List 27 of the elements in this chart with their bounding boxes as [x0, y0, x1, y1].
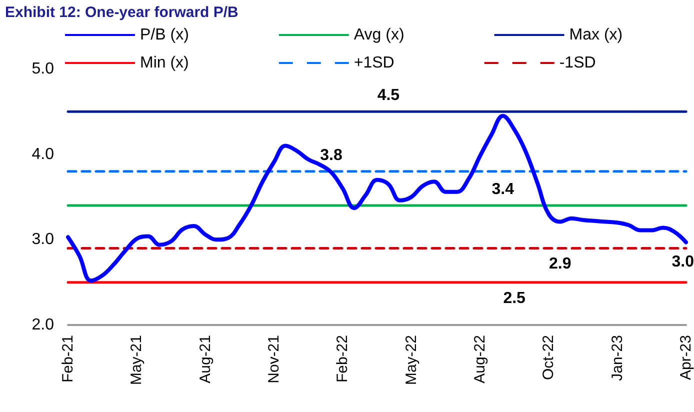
x-tick-label: May-22: [402, 335, 420, 386]
data-label: 2.5: [503, 290, 526, 307]
data-label: 3.4: [492, 181, 514, 198]
legend-label: +1SD: [354, 54, 394, 72]
x-tick-label: Nov-21: [266, 335, 282, 384]
x-tick-label: Apr-23: [678, 335, 694, 380]
data-label: 2.9: [548, 256, 572, 273]
y-tick-label: 2.0: [32, 316, 54, 334]
y-tick-label: 5.0: [32, 60, 54, 78]
legend-label: -1SD: [559, 54, 596, 72]
x-tick-label: Aug-21: [196, 335, 214, 384]
x-tick-label: Feb-22: [334, 335, 352, 383]
data-label: 4.5: [377, 87, 400, 104]
data-label: 3.8: [320, 146, 342, 164]
legend-label: Min (x): [140, 54, 189, 72]
x-tick-label: May-21: [128, 335, 146, 386]
legend-label: P/B (x): [140, 26, 189, 44]
x-tick-label: Aug-22: [472, 335, 488, 384]
legend-label: Avg (x): [354, 26, 404, 44]
chart-title: Exhibit 12: One-year forward P/B: [5, 4, 239, 21]
legend-label: Max (x): [569, 26, 623, 44]
x-tick-label: Feb-21: [60, 335, 76, 383]
y-tick-label: 4.0: [32, 146, 54, 163]
data-label: 3.0: [672, 254, 694, 271]
y-tick-label: 3.0: [32, 231, 54, 248]
x-tick-label: Oct-22: [540, 335, 558, 380]
x-tick-label: Jan-23: [608, 335, 626, 381]
